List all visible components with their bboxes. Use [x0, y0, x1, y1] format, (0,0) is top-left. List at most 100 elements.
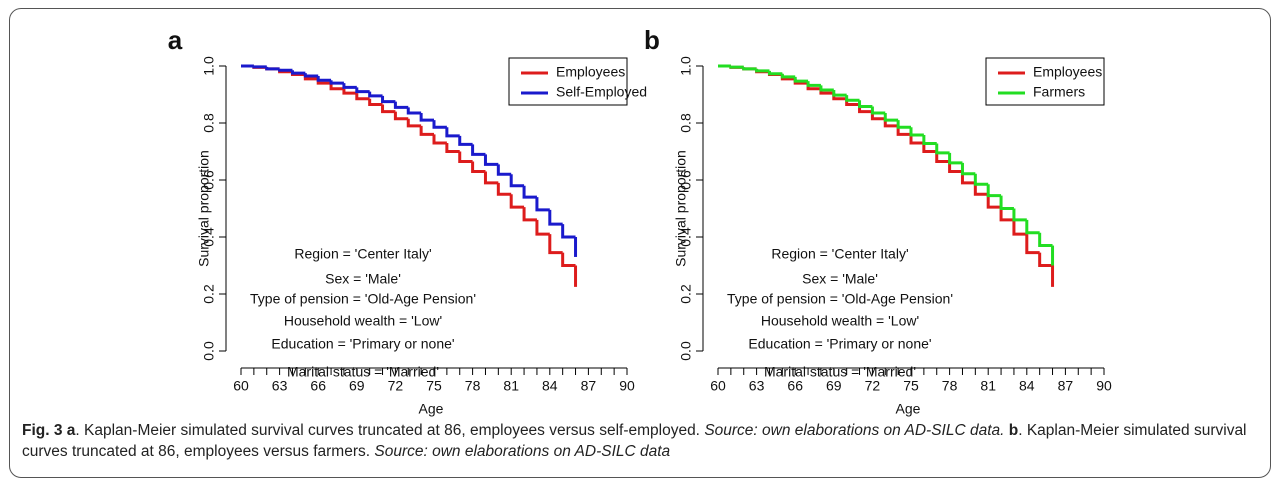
- survival-step: [432, 134, 447, 145]
- x-tick-label: 69: [349, 378, 365, 394]
- survival-step: [780, 73, 796, 79]
- survival-step: [973, 182, 989, 196]
- x-tick-label: 69: [826, 378, 842, 394]
- survival-step: [755, 68, 770, 73]
- survival-step: [960, 162, 976, 176]
- survival-step: [316, 75, 332, 82]
- survival-step: [252, 65, 267, 69]
- survival-step: [973, 173, 989, 186]
- survival-step: [729, 65, 744, 69]
- survival-step: [1012, 219, 1027, 236]
- x-axis-label: Age: [419, 401, 444, 417]
- survival-step: [909, 134, 924, 145]
- x-tick-label: 87: [1058, 378, 1074, 394]
- y-tick-label: 0.6: [678, 170, 694, 190]
- survival-step: [432, 120, 447, 129]
- caption-label: b: [1008, 422, 1019, 439]
- survival-step: [355, 93, 370, 101]
- x-tick-label: 75: [903, 378, 919, 394]
- survival-step: [535, 219, 550, 236]
- survival-step: [290, 70, 306, 75]
- annotation: Household wealth = 'Low': [761, 313, 919, 329]
- survival-step: [999, 207, 1014, 222]
- x-tick-label: 90: [619, 378, 635, 394]
- survival-step: [896, 120, 911, 129]
- x-tick-label: 81: [503, 378, 519, 394]
- x-tick-label: 87: [581, 378, 597, 394]
- survival-step: [342, 88, 357, 95]
- x-tick-label: 66: [310, 378, 326, 394]
- legend-label: Farmers: [1033, 84, 1085, 100]
- legend-box: [508, 57, 628, 106]
- survival-step: [561, 252, 576, 267]
- survival-step: [419, 125, 434, 136]
- survival-step: [922, 142, 937, 153]
- survival-step: [845, 95, 860, 102]
- annotation: Type of pension = 'Old-Age Pension': [727, 291, 953, 307]
- x-tick-label: 72: [865, 378, 881, 394]
- survival-step: [935, 143, 950, 155]
- survival-step: [742, 67, 757, 71]
- survival-step: [303, 73, 319, 78]
- survival-step: [496, 164, 512, 176]
- survival-step: [883, 113, 899, 122]
- y-tick-label: 0.0: [201, 341, 217, 361]
- y-axis-label: Survival proportion: [673, 150, 689, 267]
- caption-source: Source: own elaborations on AD-SILC data…: [704, 422, 1005, 439]
- y-tick-label: 0.8: [678, 113, 694, 133]
- survival-step: [535, 197, 550, 212]
- survival-step: [393, 101, 409, 109]
- survival-step: [509, 194, 525, 209]
- survival-step: [419, 113, 434, 122]
- x-tick-label: 90: [1096, 378, 1112, 394]
- survival-step: [999, 195, 1014, 210]
- y-axis-label: Survival proportion: [196, 150, 212, 267]
- annotation: Marital status = 'Married': [764, 364, 916, 380]
- figure-frame: [9, 8, 1271, 478]
- survival-step: [1012, 208, 1027, 222]
- survival-step: [909, 127, 924, 137]
- survival-step: [986, 194, 1002, 209]
- survival-step: [1025, 234, 1040, 255]
- annotation: Education = 'Primary or none': [748, 336, 931, 352]
- annotation: Region = 'Center Italy': [294, 246, 431, 262]
- survival-step: [355, 87, 370, 94]
- annotation: Marital status = 'Married': [287, 364, 439, 380]
- y-tick-label: 0.2: [201, 284, 217, 304]
- survival-step: [342, 83, 357, 89]
- annotation: Region = 'Center Italy': [771, 246, 908, 262]
- y-tick-label: 0.2: [678, 284, 694, 304]
- annotation: Sex = 'Male': [325, 271, 401, 287]
- survival-step: [445, 127, 460, 138]
- survival-step: [368, 98, 383, 106]
- survival-step: [1038, 252, 1053, 267]
- x-tick-label: 63: [272, 378, 288, 394]
- figure: a 0.0 0.2 0.4 0.6 0.8 1.0 60 63 66 69 72 75 78 81 84 87 9…: [168, 25, 1112, 417]
- survival-step: [870, 106, 886, 115]
- survival-step: [960, 171, 976, 185]
- legend-box: [985, 57, 1105, 106]
- survival-step: [858, 100, 873, 108]
- caption: Fig. 3 a. Kaplan-Meier simulated surviva…: [22, 420, 1262, 462]
- panel-label: a: [168, 25, 183, 55]
- survival-step: [832, 89, 847, 97]
- survival-step: [522, 207, 537, 222]
- survival-step: [1025, 219, 1040, 235]
- survival-step: [471, 161, 486, 173]
- survival-step: [509, 174, 525, 188]
- y-tick-label: 0.4: [678, 227, 694, 247]
- survival-step: [948, 161, 963, 173]
- survival-step: [522, 185, 537, 199]
- y-tick-label: 0.8: [201, 113, 217, 133]
- survival-step: [496, 182, 512, 196]
- legend-label: Employees: [1033, 64, 1102, 80]
- caption-source: Source: own elaborations on AD-SILC data: [374, 443, 671, 460]
- x-tick-label: 78: [465, 378, 481, 394]
- survival-step: [406, 118, 422, 128]
- survival-step: [393, 111, 409, 121]
- survival-step: [793, 76, 809, 83]
- x-tick-label: 84: [542, 378, 558, 394]
- y-tick-label: 1.0: [678, 56, 694, 76]
- caption-text: . Kaplan-Meier simulated survival curves…: [22, 422, 1247, 460]
- survival-step: [819, 85, 834, 92]
